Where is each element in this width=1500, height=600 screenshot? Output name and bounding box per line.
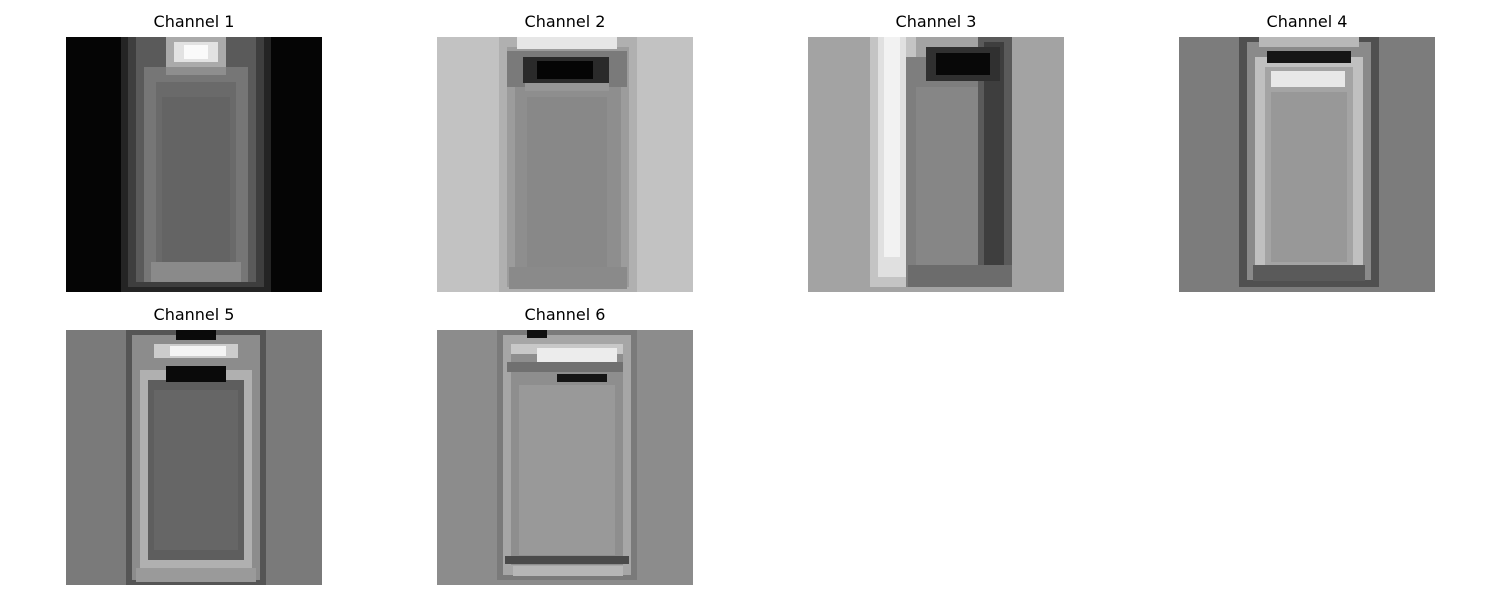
channel-3-panel: Channel 3	[808, 12, 1064, 292]
channel-2-feature-map	[437, 37, 693, 292]
channel-5-panel: Channel 5	[66, 305, 322, 585]
channel-6-panel: Channel 6	[437, 305, 693, 585]
channel-6-title: Channel 6	[524, 305, 606, 324]
channel-3-feature-map	[808, 37, 1064, 292]
channel-6-feature-map	[437, 330, 693, 585]
channel-5-feature-map	[66, 330, 322, 585]
channel-2-title: Channel 2	[524, 12, 606, 31]
channel-4-panel: Channel 4	[1179, 12, 1435, 292]
channel-1-feature-map	[66, 37, 322, 292]
channel-2-panel: Channel 2	[437, 12, 693, 292]
channel-5-title: Channel 5	[153, 305, 235, 324]
channel-1-panel: Channel 1	[66, 12, 322, 292]
channel-4-feature-map	[1179, 37, 1435, 292]
channel-4-title: Channel 4	[1266, 12, 1348, 31]
channel-3-title: Channel 3	[895, 12, 977, 31]
channel-1-title: Channel 1	[153, 12, 235, 31]
